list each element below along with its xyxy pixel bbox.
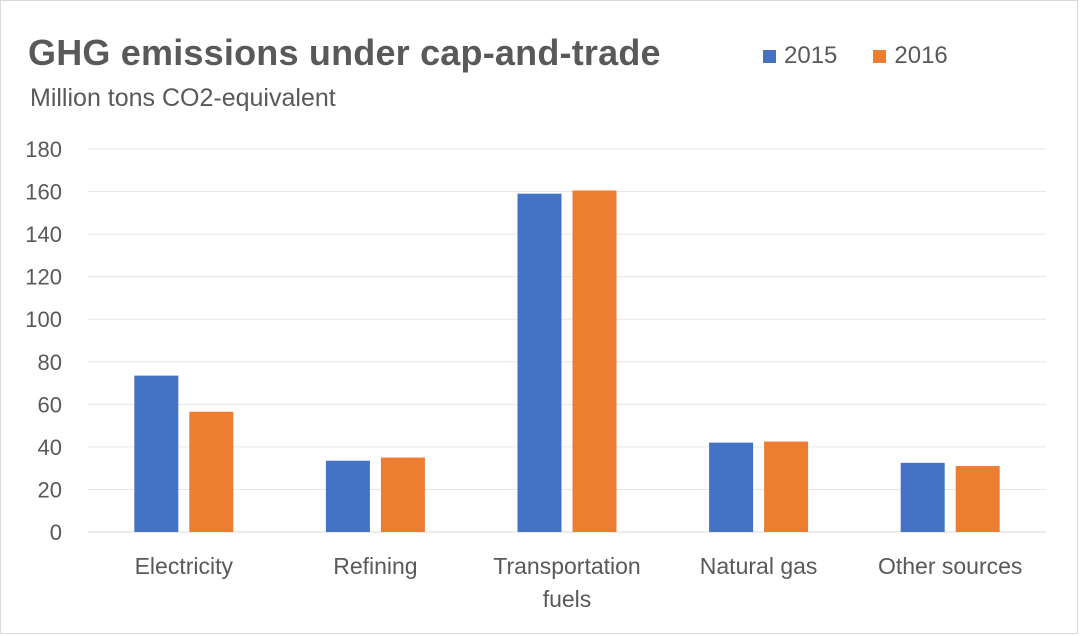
x-category-label: fuels	[543, 586, 592, 612]
x-category-label: Refining	[333, 553, 417, 579]
y-tick-label: 60	[38, 392, 62, 417]
legend-swatch-2016	[873, 49, 887, 63]
chart-subtitle: Million tons CO2-equivalent	[30, 84, 336, 112]
legend-label-2016: 2016	[894, 42, 948, 69]
x-category-label: Natural gas	[700, 553, 818, 579]
x-category-label: Electricity	[135, 553, 234, 579]
bar-2016-2	[572, 190, 617, 532]
legend-item-2016: 2016	[873, 42, 948, 70]
y-tick-label: 20	[38, 477, 62, 502]
bar-2016-1	[380, 457, 425, 532]
legend-swatch-2015	[763, 49, 776, 63]
y-tick-label: 160	[25, 180, 62, 205]
legend-label-2015: 2015	[784, 42, 838, 69]
legend-item-2015: 2015	[763, 42, 837, 70]
bar-2015-1	[325, 460, 370, 532]
y-tick-label: 80	[38, 350, 62, 375]
x-category-label: Other sources	[878, 553, 1022, 579]
bar-2015-0	[134, 375, 179, 532]
y-tick-label: 120	[25, 265, 62, 290]
y-tick-label: 0	[50, 520, 62, 545]
bar-2015-3	[709, 442, 754, 532]
bar-2015-4	[900, 462, 945, 532]
bar-2016-3	[764, 441, 809, 532]
y-tick-label: 100	[25, 307, 62, 332]
chart-title: GHG emissions under cap-and-trade	[28, 32, 661, 73]
y-tick-label: 180	[25, 137, 62, 162]
y-tick-label: 40	[38, 435, 62, 460]
y-tick-label: 140	[25, 222, 62, 247]
bar-2016-0	[189, 411, 234, 532]
bar-2016-4	[955, 466, 1000, 532]
bar-2015-2	[517, 193, 562, 532]
legend: 2015 2016	[763, 42, 948, 70]
x-category-label: Transportation	[493, 553, 640, 579]
